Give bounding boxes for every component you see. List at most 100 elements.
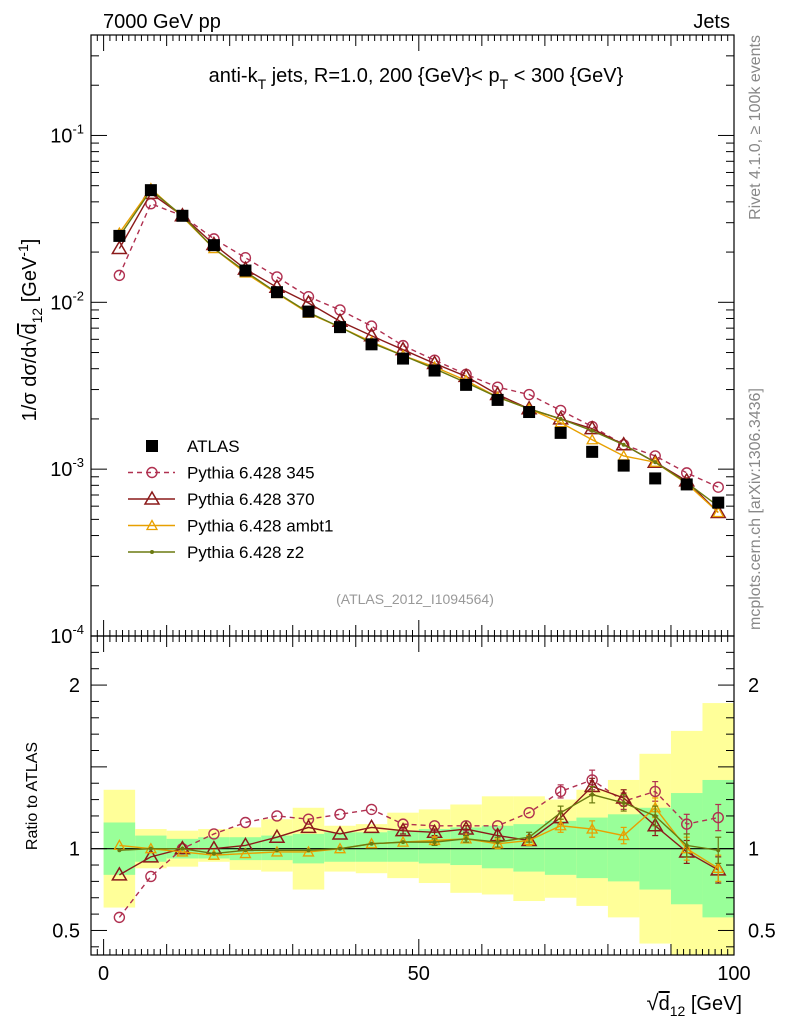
x-tick-label: 0: [98, 963, 109, 985]
data-point: [617, 459, 630, 472]
main-axis-ticks: 10-110-210-310-4: [50, 34, 735, 648]
ratio-point: [300, 818, 317, 834]
ratio-point: [113, 911, 126, 924]
x-tick-label: 50: [408, 963, 430, 985]
ratio-y-axis-label: Ratio to ATLAS: [24, 742, 41, 850]
data-point: [271, 271, 283, 283]
data-point: [365, 320, 378, 332]
ratio-series-line: [119, 806, 719, 869]
ratio-point: [495, 840, 500, 845]
main-y-axis-label: 1/σ dσ/d√d12 [GeV-1]: [15, 239, 45, 422]
ratio-point: [554, 785, 567, 798]
ratio-point: [363, 818, 380, 834]
ratio-y-tick-label-right: 1: [748, 839, 759, 861]
ratio-point: [712, 811, 724, 824]
data-point: [649, 472, 662, 485]
ratio-point: [558, 810, 563, 815]
y-tick-label: 10-1: [50, 121, 84, 147]
data-point: [709, 503, 727, 519]
data-point: [554, 426, 567, 439]
data-point: [111, 240, 128, 255]
legend-marker: [143, 490, 161, 505]
y-tick-exp: -1: [72, 121, 84, 136]
sqrt-sign-x: √: [647, 990, 660, 1015]
data-point: [523, 388, 535, 401]
ratio-point: [239, 816, 252, 829]
xlabel-sub: 12: [670, 1003, 686, 1019]
ratio-point: [243, 848, 248, 853]
ratio-point: [274, 848, 279, 853]
ratio-point: [527, 835, 532, 840]
data-point: [554, 404, 567, 417]
legend: ATLAS Pythia 6.428 345 Pythia 6.428 370 Pyt…: [128, 437, 333, 562]
legend-marker: [146, 466, 158, 479]
ratio-y-tick-label-left: 2: [69, 675, 80, 697]
ratio-point: [621, 800, 626, 805]
sqrt-sign-y: √: [16, 334, 41, 347]
legend-marker: [146, 440, 158, 452]
side-label-rivet: Rivet 4.1.0, ≥ 100k events: [747, 35, 764, 220]
ratio-point: [653, 813, 658, 818]
data-point: [621, 442, 626, 447]
data-point: [334, 321, 347, 334]
ratio-series-line: [119, 785, 719, 876]
analysis-reference: (ATLAS_2012_I1094564): [336, 591, 494, 607]
ratio-axis-ticks: 0 50 100 2 2 1 1 0.5 0.5: [52, 636, 776, 985]
ratio-point: [586, 822, 599, 834]
data-point: [460, 378, 473, 391]
y-tick-base: 10: [50, 125, 72, 147]
ratio-point: [649, 785, 661, 798]
data-point: [653, 460, 658, 465]
title-part-end: < 300 {GeV}: [508, 65, 623, 87]
svg-text:1/σ dσ/d√d12 [GeV-1]: 1/σ dσ/d√d12 [GeV-1]: [15, 239, 45, 422]
ratio-point: [145, 870, 157, 883]
data-point: [302, 291, 315, 303]
ratio-y-tick-label-right: 2: [748, 675, 759, 697]
ratio-point: [365, 803, 378, 816]
legend-entry: Pythia 6.428 ambt1: [128, 517, 333, 536]
ratio-point: [211, 851, 216, 856]
ratio-point: [148, 846, 153, 851]
stat-uncertainty-bin: [607, 814, 640, 882]
y-tick-label: 10-3: [50, 455, 84, 481]
xlabel-root: d: [659, 993, 670, 1015]
ylabel-root: d: [19, 323, 41, 334]
data-point: [712, 506, 725, 518]
ratio-point: [523, 806, 535, 819]
ylabel-sub: 12: [29, 308, 45, 324]
ratio-point: [617, 829, 630, 841]
title-sub-t2: T: [500, 76, 509, 92]
data-point: [590, 428, 595, 433]
y-tick-base: 10: [50, 459, 72, 481]
ratio-point: [394, 822, 412, 837]
data-point: [270, 286, 283, 299]
x-tick-label: 100: [717, 963, 750, 985]
ratio-point: [268, 828, 286, 843]
data-point: [586, 445, 599, 458]
ratio-point: [174, 840, 191, 855]
ratio-point: [369, 841, 374, 846]
data-point: [144, 184, 157, 197]
legend-label: Pythia 6.428 370: [187, 490, 315, 509]
series-line: [118, 189, 719, 507]
y-tick-exp: -3: [72, 455, 84, 470]
legend-marker: [150, 550, 154, 554]
series-pythia-6-428-z2: [117, 188, 721, 509]
ratio-y-tick-label-left: 1: [69, 839, 80, 861]
legend-entry: Pythia 6.428 345: [128, 464, 315, 483]
data-point: [428, 364, 441, 377]
data-point: [554, 416, 567, 428]
data-point: [176, 209, 189, 222]
ratio-y-tick-label-right: 0.5: [748, 920, 776, 942]
ratio-point: [111, 866, 128, 881]
xlabel-unit: [GeV]: [685, 993, 742, 1015]
header-left: 7000 GeV pp: [103, 11, 221, 33]
ratio-point: [271, 810, 283, 822]
ratio-point: [180, 846, 185, 851]
ratio-point: [646, 817, 664, 832]
ratio-point: [208, 828, 220, 840]
legend-entry: Pythia 6.428 z2: [128, 543, 304, 562]
legend-marker: [145, 519, 159, 531]
data-point: [523, 406, 536, 419]
